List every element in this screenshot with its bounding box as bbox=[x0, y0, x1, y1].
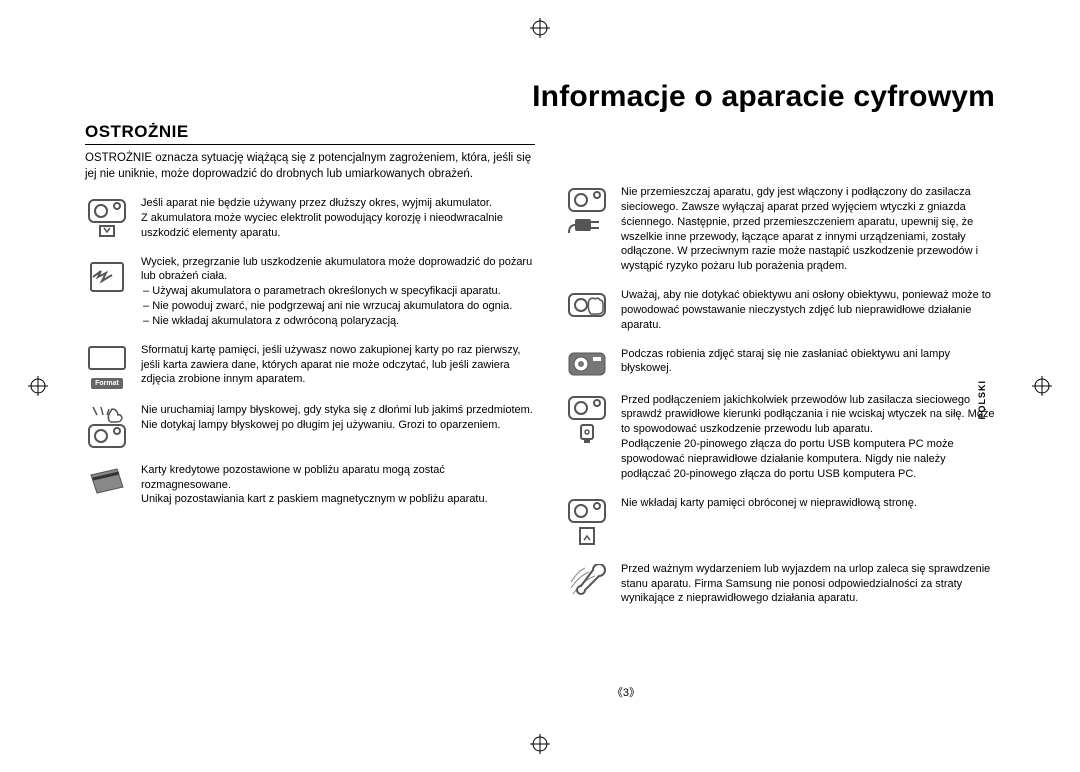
camera-front-icon bbox=[565, 347, 609, 379]
camera-plug-icon bbox=[565, 185, 609, 239]
warning-text: Przed podłączeniem jakichkolwiek przewod… bbox=[621, 393, 995, 482]
bullet-item: – Nie powoduj zwarć, nie podgrzewaj ani … bbox=[141, 299, 535, 314]
warning-row: Przed ważnym wydarzeniem lub wyjazdem na… bbox=[565, 562, 995, 607]
hand-lens-icon bbox=[565, 288, 609, 320]
warning-row: Nie wkładaj karty pamięci obróconej w ni… bbox=[565, 496, 995, 548]
bullet-item: – Nie wkładaj akumulatora z odwróconą po… bbox=[141, 314, 535, 329]
column-right: Nie przemieszczaj aparatu, gdy jest włąc… bbox=[565, 122, 995, 620]
warning-text: Nie przemieszczaj aparatu, gdy jest włąc… bbox=[621, 185, 995, 274]
language-tab: POLSKI bbox=[977, 380, 987, 420]
credit-card-icon bbox=[85, 463, 129, 497]
warning-row: Uważaj, aby nie dotykać obiektywu ani os… bbox=[565, 288, 995, 333]
bullet-text: Używaj akumulatora o parametrach określo… bbox=[152, 285, 501, 297]
flash-hand-icon bbox=[85, 403, 129, 449]
wrench-icon bbox=[565, 562, 609, 604]
format-badge: Format bbox=[91, 378, 123, 389]
warning-text: Karty kredytowe pozostawione w pobliżu a… bbox=[141, 463, 535, 508]
camera-usb-icon bbox=[565, 393, 609, 445]
page-title: Informacje o aparacie cyfrowym bbox=[85, 80, 995, 114]
warning-row: Wyciek, przegrzanie lub uszkodzenie akum… bbox=[85, 255, 535, 329]
section-heading: OSTROŻNIE bbox=[85, 122, 535, 145]
crop-mark-bottom bbox=[530, 734, 550, 754]
warning-row: Nie przemieszczaj aparatu, gdy jest włąc… bbox=[565, 185, 995, 274]
crop-mark-right bbox=[1032, 376, 1052, 396]
format-card-icon: Format bbox=[85, 343, 129, 389]
warning-row: Jeśli aparat nie będzie używany przez dł… bbox=[85, 196, 535, 241]
warning-text: Wyciek, przegrzanie lub uszkodzenie akum… bbox=[141, 255, 535, 329]
warning-text: Przed ważnym wydarzeniem lub wyjazdem na… bbox=[621, 562, 995, 607]
warning-row: Format Sformatuj kartę pamięci, jeśli uż… bbox=[85, 343, 535, 389]
columns: OSTROŻNIE OSTROŻNIE oznacza sytuację wią… bbox=[85, 122, 995, 620]
warning-text: Uważaj, aby nie dotykać obiektywu ani os… bbox=[621, 288, 995, 333]
bullet-text: Nie wkładaj akumulatora z odwróconą pola… bbox=[152, 315, 399, 327]
warning-row: Podczas robienia zdjęć staraj się nie za… bbox=[565, 347, 995, 379]
column-left: OSTROŻNIE OSTROŻNIE oznacza sytuację wią… bbox=[85, 122, 535, 620]
warning-row: Przed podłączeniem jakichkolwiek przewod… bbox=[565, 393, 995, 482]
warning-text: Sformatuj kartę pamięci, jeśli używasz n… bbox=[141, 343, 535, 388]
warning-row: Nie uruchamiaj lampy błyskowej, gdy styk… bbox=[85, 403, 535, 449]
warning-text: Nie uruchamiaj lampy błyskowej, gdy styk… bbox=[141, 403, 535, 433]
warning-lead: Wyciek, przegrzanie lub uszkodzenie akum… bbox=[141, 256, 532, 283]
bullet-item: – Używaj akumulatora o parametrach okreś… bbox=[141, 284, 535, 299]
crop-mark-top bbox=[530, 18, 550, 38]
warning-row: Karty kredytowe pozostawione w pobliżu a… bbox=[85, 463, 535, 508]
crop-mark-left bbox=[28, 376, 48, 396]
page-content: Informacje o aparacie cyfrowym OSTROŻNIE… bbox=[85, 80, 995, 700]
bullet-text: Nie powoduj zwarć, nie podgrzewaj ani ni… bbox=[152, 300, 512, 312]
warning-text: Nie wkładaj karty pamięci obróconej w ni… bbox=[621, 496, 995, 511]
camera-down-icon bbox=[85, 196, 129, 240]
broken-battery-icon bbox=[85, 255, 129, 297]
page-number: 《3》 bbox=[612, 684, 640, 700]
intro-text: OSTROŻNIE oznacza sytuację wiążącą się z… bbox=[85, 151, 535, 182]
warning-text: Jeśli aparat nie będzie używany przez dł… bbox=[141, 196, 535, 241]
warning-text: Podczas robienia zdjęć staraj się nie za… bbox=[621, 347, 995, 377]
camera-card-icon bbox=[565, 496, 609, 548]
